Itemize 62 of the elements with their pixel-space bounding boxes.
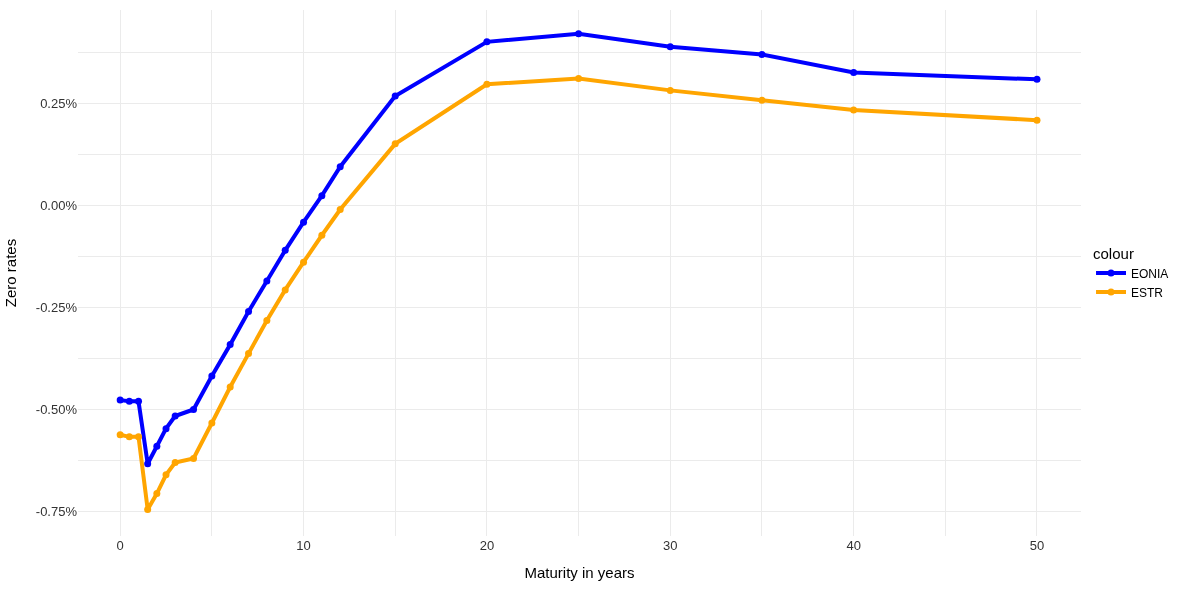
point: [162, 471, 170, 479]
point: [281, 246, 289, 254]
point: [144, 460, 152, 468]
x-tick-label: 10: [296, 538, 311, 553]
point: [116, 431, 124, 439]
point: [153, 490, 161, 498]
point: [391, 92, 399, 100]
point: [226, 341, 234, 349]
point: [575, 75, 583, 83]
point: [162, 425, 170, 433]
point: [318, 231, 326, 239]
point: [1033, 75, 1041, 83]
y-tick-label: -0.75%: [35, 504, 78, 520]
y-axis-title: Zero rates: [2, 238, 20, 308]
y-tick-label: -0.25%: [35, 300, 78, 316]
point: [116, 396, 124, 404]
point: [300, 218, 308, 226]
point: [263, 277, 271, 285]
legend-label: ESTR: [1131, 285, 1164, 300]
point: [208, 372, 216, 380]
point: [125, 433, 133, 441]
point: [666, 43, 674, 51]
point: [135, 397, 143, 405]
point: [318, 192, 326, 200]
point: [336, 206, 344, 214]
point: [850, 68, 858, 76]
point: [391, 140, 399, 148]
x-tick-label: 0: [116, 538, 124, 553]
point: [758, 50, 766, 58]
x-tick-label: 40: [846, 538, 861, 553]
point: [171, 412, 179, 420]
point: [758, 96, 766, 104]
point: [1033, 116, 1041, 124]
y-tick-label: 0.00%: [40, 198, 78, 214]
point: [281, 286, 289, 294]
point: [125, 397, 133, 405]
point: [208, 419, 216, 427]
point: [190, 454, 198, 462]
point: [245, 308, 253, 316]
point: [336, 163, 344, 171]
point: [850, 106, 858, 114]
x-tick-label: 20: [479, 538, 495, 553]
point: [483, 38, 491, 46]
point: [135, 433, 143, 441]
point: [245, 350, 253, 358]
x-tick-label: 30: [663, 538, 678, 553]
legend-title: colour: [1093, 244, 1134, 262]
y-tick-label: 0.25%: [40, 96, 78, 111]
point: [300, 258, 308, 266]
point: [153, 442, 161, 450]
point: [226, 383, 234, 391]
y-tick-label: -0.50%: [35, 402, 78, 418]
x-tick-label: 50: [1029, 538, 1045, 553]
point: [666, 86, 674, 94]
legend-label: EONIA: [1131, 266, 1169, 281]
point: [190, 406, 198, 413]
point: [483, 80, 491, 88]
point: [575, 30, 583, 38]
point: [144, 505, 152, 513]
x-axis-title: Maturity in years: [524, 564, 635, 581]
point: [263, 317, 271, 325]
point: [171, 459, 179, 467]
